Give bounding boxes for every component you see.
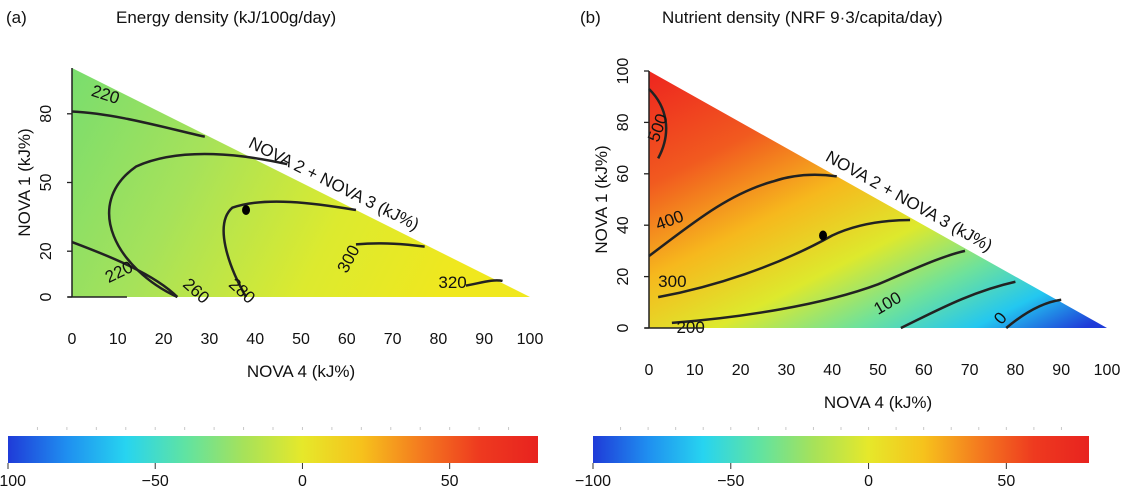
chart-title: Nutrient density (NRF 9·3/capita/day) [662,8,943,27]
colorbar [593,436,1089,463]
contour-line [900,280,1016,330]
panel-letter: (b) [580,8,601,27]
contour-line [222,200,357,298]
contour-line [648,88,668,159]
x-tick-label: 10 [109,331,127,348]
x-tick-label: 100 [517,331,544,348]
x-tick-label: 0 [68,331,77,348]
x-tick-label: 100 [1094,362,1121,379]
contour-line [657,218,911,299]
contour-line [465,279,503,287]
x-tick-label: 90 [475,331,493,348]
x-tick-label: 30 [778,362,796,379]
contour-line [671,249,966,325]
x-tick-label: 30 [201,331,219,348]
y-tick-label: 50 [38,174,55,192]
y-axis-title: NOVA 1 (kJ%) [15,128,34,236]
colorbar-tick-label: −50 [717,473,744,490]
colorbar-tick-label: 50 [997,473,1015,490]
ternary-surface [649,71,1107,328]
ternary-surface [72,68,530,297]
colorbar-tick-label: −100 [0,473,26,490]
contour-line [648,173,837,258]
x-tick-label: 20 [732,362,750,379]
contour-line [71,240,179,298]
y-tick-label: 40 [615,216,632,234]
optimum-point [242,204,251,215]
y-tick-label: 60 [615,165,632,183]
y-tick-label: 0 [615,323,632,332]
y-tick-label: 80 [615,113,632,131]
x-tick-label: 10 [686,362,704,379]
x-tick-label: 60 [338,331,356,348]
y-tick-label: 0 [38,292,55,301]
contour-line [71,110,206,138]
y-axis-title: NOVA 1 (kJ%) [592,145,611,253]
x-tick-label: 40 [823,362,841,379]
colorbar-tick-label: 0 [864,473,873,490]
y-tick-label: 20 [38,242,55,260]
x-tick-label: 80 [1007,362,1025,379]
x-tick-label: 40 [246,331,264,348]
colorbar-tick-label: 50 [441,473,459,490]
y-tick-label: 80 [38,105,55,123]
x-tick-label: 50 [869,362,887,379]
x-tick-label: 70 [961,362,979,379]
chart-panel-energy-density: (a) Energy density (kJ/100g/day) 220 220 2… [0,0,560,496]
x-tick-label: 20 [155,331,173,348]
contour-label: 320 [438,273,466,292]
x-tick-label: 60 [915,362,933,379]
x-tick-label: 90 [1052,362,1070,379]
optimum-point [819,230,828,241]
colorbar-tick-label: −50 [142,473,169,490]
panel-letter: (a) [6,8,27,27]
contour-line [355,242,425,248]
contour-line [1005,298,1062,329]
colorbar [8,436,538,463]
x-axis-title: NOVA 4 (kJ%) [247,362,355,381]
chart-panel-nutrient-density: (b) Nutrient density (NRF 9·3/capita/day… [570,0,1129,496]
chart-title: Energy density (kJ/100g/day) [116,8,337,27]
contour-label: 300 [658,272,686,291]
x-tick-label: 50 [292,331,310,348]
x-tick-label: 80 [430,331,448,348]
x-tick-label: 70 [384,331,402,348]
y-tick-label: 20 [615,268,632,286]
x-tick-label: 0 [645,362,654,379]
y-tick-label: 100 [615,58,632,85]
contour-line [107,152,288,299]
x-axis-title: NOVA 4 (kJ%) [824,393,932,412]
colorbar-tick-label: −100 [575,473,611,490]
colorbar-tick-label: 0 [298,473,307,490]
